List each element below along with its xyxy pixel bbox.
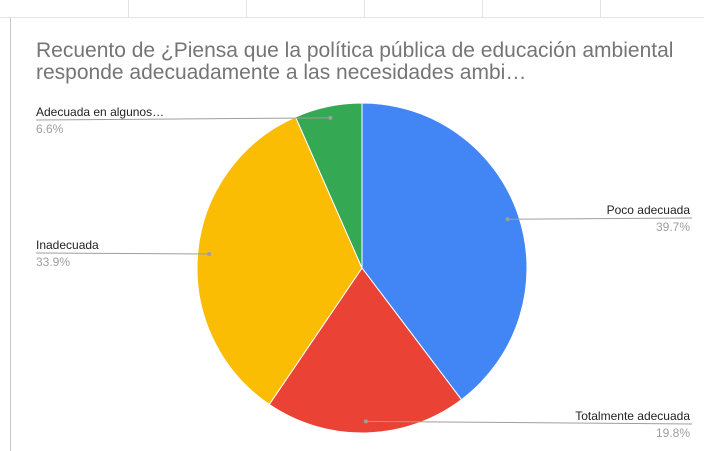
slice-percent-0: 39.7%	[656, 220, 690, 234]
grid-column-divider	[600, 0, 601, 18]
pie-slice-1[interactable]	[268, 267, 463, 434]
slice-label-3: Adecuada en algunos…	[36, 105, 164, 119]
leader-dot-0	[505, 217, 510, 222]
grid-column-divider	[482, 0, 483, 18]
leader-line-3	[35, 117, 331, 121]
slice-percent-3: 6.6%	[36, 122, 64, 136]
pie-slice-3[interactable]	[294, 102, 363, 269]
leader-line-0	[507, 217, 693, 220]
grid-column-divider	[246, 0, 247, 18]
spreadsheet-header-strip	[0, 0, 704, 18]
slice-label-1: Totalmente adecuada	[575, 409, 690, 423]
grid-column-divider	[128, 0, 129, 18]
leader-dot-3	[328, 115, 333, 120]
chart-title: Recuento de ¿Piensa que la política públ…	[36, 39, 680, 84]
slice-percent-1: 19.8%	[656, 426, 690, 440]
leader-dot-2	[207, 252, 212, 257]
slice-label-0: Poco adecuada	[607, 203, 691, 217]
leader-line-2	[35, 252, 210, 255]
slice-percent-2: 33.9%	[36, 255, 70, 269]
chart-container[interactable]	[10, 18, 704, 451]
slice-label-2: Inadecuada	[36, 238, 99, 252]
grid-column-divider	[364, 0, 365, 18]
pie-slice-0[interactable]	[361, 102, 528, 401]
leader-line-1	[365, 420, 693, 425]
pie-slice-2[interactable]	[196, 116, 363, 406]
leader-dot-1	[363, 419, 368, 424]
